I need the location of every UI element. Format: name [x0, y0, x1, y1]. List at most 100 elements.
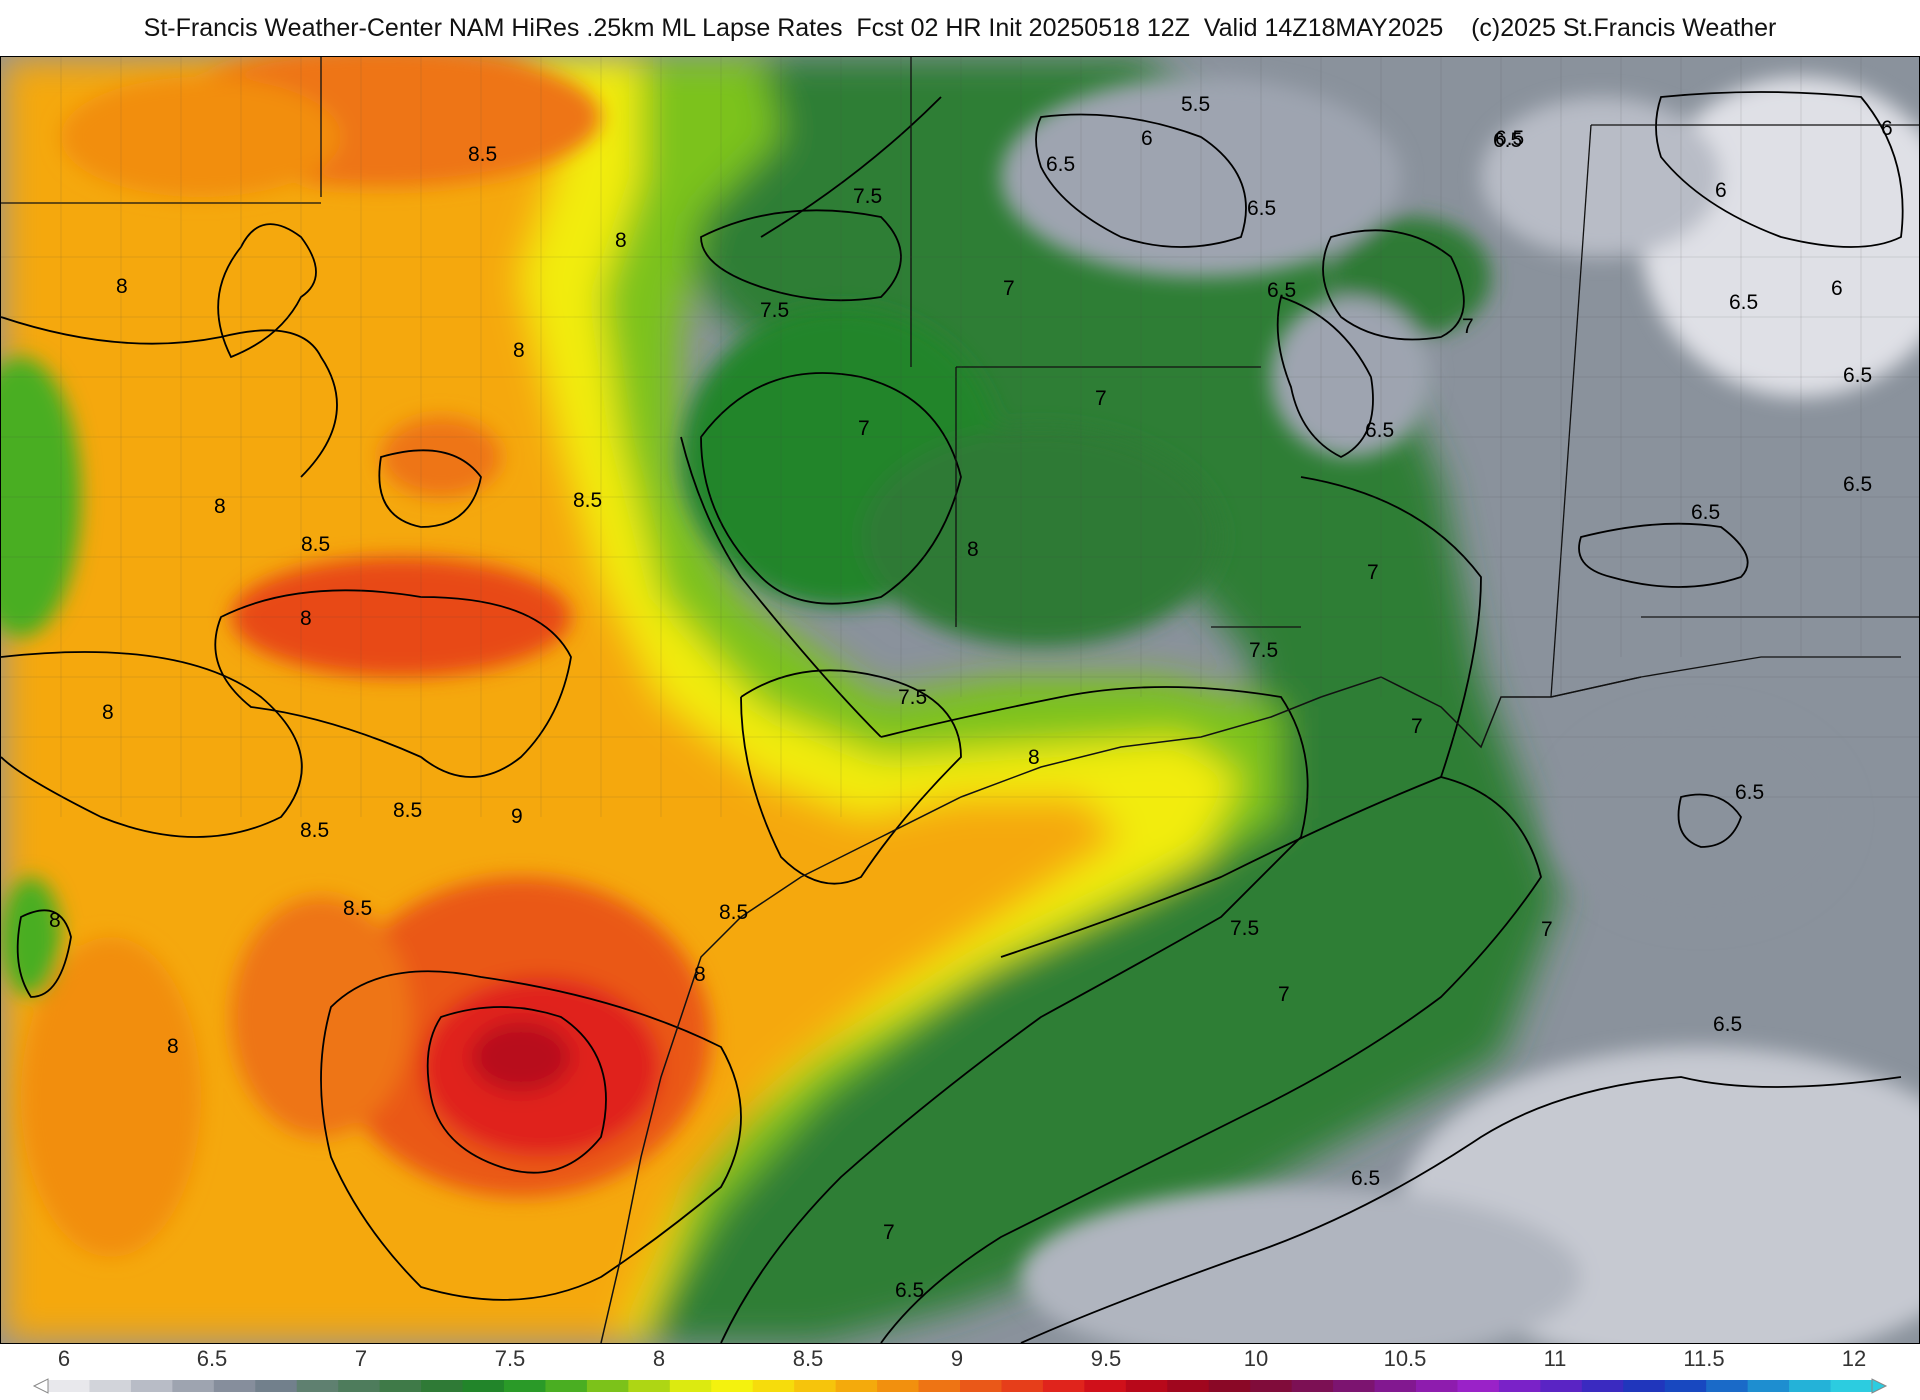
- contour-label: 7: [1411, 715, 1423, 738]
- contour-label: 8: [615, 229, 627, 252]
- colorbar-swatch: [545, 1380, 588, 1392]
- contour-label: 8.5: [573, 489, 602, 512]
- contour-label: 8: [694, 963, 706, 986]
- colorbar-swatch: [586, 1380, 629, 1392]
- colorbar-swatch: [877, 1380, 920, 1392]
- contour-label: 7.5: [1249, 639, 1278, 662]
- contour-lines: [1, 91, 1904, 1343]
- contour-label: 7.5: [1230, 917, 1259, 940]
- contour-label: 7: [858, 417, 870, 440]
- contour-label: 8.5: [301, 533, 330, 556]
- contour-label: 8: [102, 701, 114, 724]
- hotspots: [1, 57, 1919, 1343]
- colorbar-swatch: [835, 1380, 878, 1392]
- colorbar-tick: 11: [1543, 1346, 1567, 1371]
- contour-label: 6.5: [1691, 501, 1720, 524]
- colorbar-swatch: [1042, 1380, 1085, 1392]
- contour-label: 6: [1831, 277, 1843, 300]
- contour-label: 7: [1541, 918, 1553, 941]
- contour-label: 8.5: [719, 901, 748, 924]
- contour-label: 8: [300, 607, 312, 630]
- colorbar-swatch: [628, 1380, 671, 1392]
- contour-label: 7: [1003, 277, 1015, 300]
- contour-label: 6.5: [1493, 129, 1522, 152]
- contour-label: 6: [1141, 127, 1153, 150]
- colorbar-swatch: [1333, 1380, 1376, 1392]
- contour-label: 8: [167, 1035, 179, 1058]
- colorbar-min-arrow: [32, 1378, 49, 1394]
- contour-label: 7.5: [853, 185, 882, 208]
- contour-label: 6.5: [1735, 781, 1764, 804]
- colorbar-swatch: [296, 1380, 339, 1392]
- colorbar-swatch: [1623, 1380, 1666, 1392]
- colorbar-swatch: [1830, 1380, 1873, 1392]
- contour-label: 8: [49, 909, 61, 932]
- contour-label: 6.5: [1843, 473, 1872, 496]
- colorbar-swatch: [48, 1380, 91, 1392]
- contour-label: 7.5: [898, 686, 927, 709]
- contour-label: 8: [513, 339, 525, 362]
- colorbar-swatch: [1457, 1380, 1500, 1392]
- colorbar-swatch: [421, 1380, 464, 1392]
- colorbar-swatch: [172, 1380, 215, 1392]
- colorbar-max-arrow: [1871, 1378, 1888, 1394]
- colorbar-swatch: [1540, 1380, 1583, 1392]
- colorbar-tick: 9.5: [1090, 1346, 1122, 1371]
- colorbar-tick: 9: [950, 1346, 964, 1371]
- colorbar-swatch: [1084, 1380, 1127, 1392]
- contour-label: 8.5: [300, 819, 329, 842]
- colorbar-tick: 7: [354, 1346, 368, 1371]
- contour-label: 8.5: [393, 799, 422, 822]
- contour-label: 6: [1881, 117, 1893, 140]
- colorbar-swatch: [1291, 1380, 1334, 1392]
- colorbar: [32, 1378, 1888, 1394]
- contour-label: 8: [967, 538, 979, 561]
- contour-label: 5.5: [1181, 93, 1210, 116]
- contour-labels: 8.5 8 8 8 8.5 8.5 8 8 8 8.5 8.5 9 8.5 8.…: [49, 93, 1893, 1302]
- colorbar-swatch: [213, 1380, 256, 1392]
- colorbar-swatch: [1001, 1380, 1044, 1392]
- contour-label: 6.5: [1046, 153, 1075, 176]
- contour-label: 7: [1462, 315, 1474, 338]
- weather-map[interactable]: 8.5 8 8 8 8.5 8.5 8 8 8 8.5 8.5 9 8.5 8.…: [0, 56, 1920, 1344]
- colorbar-swatch: [1581, 1380, 1624, 1392]
- contour-label: 8: [214, 495, 226, 518]
- contour-label: 6.5: [1351, 1167, 1380, 1190]
- colorbar-swatch: [338, 1380, 381, 1392]
- contour-label: 6.5: [1843, 364, 1872, 387]
- contour-label: 8: [116, 275, 128, 298]
- colorbar-tick: 8.5: [792, 1346, 824, 1371]
- colorbar-swatch: [379, 1380, 422, 1392]
- colorbar-swatch: [794, 1380, 837, 1392]
- colorbar-tick: 12: [1841, 1346, 1867, 1371]
- colorbar-tick: 6.5: [196, 1346, 228, 1371]
- colorbar-swatch: [89, 1380, 132, 1392]
- map-title: St-Francis Weather-Center NAM HiRes .25k…: [143, 14, 1777, 42]
- colorbar-swatch: [1167, 1380, 1210, 1392]
- county-grid: [1, 57, 1919, 817]
- colorbar-swatches: [48, 1380, 1873, 1392]
- contour-label: 6.5: [1247, 197, 1276, 220]
- colorbar-tick: 7.5: [494, 1346, 526, 1371]
- colorbar-swatch: [1789, 1380, 1832, 1392]
- contour-label: 6.5: [895, 1279, 924, 1302]
- colorbar-swatch: [255, 1380, 298, 1392]
- colorbar-tick: 10: [1243, 1346, 1269, 1371]
- colorbar-swatch: [1664, 1380, 1707, 1392]
- colorbar-swatch: [1125, 1380, 1168, 1392]
- colorbar-swatch: [130, 1380, 173, 1392]
- contour-label: 9: [511, 805, 523, 828]
- colorbar-swatch: [1374, 1380, 1417, 1392]
- colorbar-swatch: [504, 1380, 547, 1392]
- colorbar-swatch: [960, 1380, 1003, 1392]
- colorbar-tick: 10.5: [1383, 1346, 1427, 1371]
- colorbar-swatch: [1250, 1380, 1293, 1392]
- colorbar-swatch: [1747, 1380, 1790, 1392]
- colorbar-tick: 8: [652, 1346, 666, 1371]
- colorbar-tick: 11.5: [1683, 1346, 1725, 1371]
- contour-label: 8.5: [343, 897, 372, 920]
- colorbar-swatch: [1498, 1380, 1541, 1392]
- contour-label: 7: [883, 1221, 895, 1244]
- colorbar-swatch: [918, 1380, 961, 1392]
- colorbar-swatch: [1416, 1380, 1459, 1392]
